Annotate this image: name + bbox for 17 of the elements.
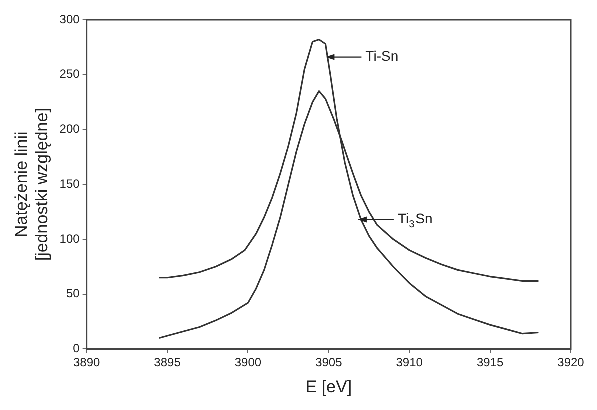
x-tick-label: 3915 (476, 356, 504, 370)
y-axis-title: Natężenie linii [jednostki względne] (12, 108, 52, 262)
y-tick-label: 300 (60, 12, 80, 26)
y-tick-label: 150 (60, 176, 80, 191)
x-tick-label: 3900 (234, 356, 262, 370)
y-tick-label: 200 (60, 122, 80, 136)
y-tick-label: 250 (60, 67, 80, 82)
x-tick-label: 3905 (316, 356, 343, 370)
y-tick-label: 100 (60, 232, 80, 246)
y-tick-label: 0 (73, 342, 80, 356)
x-tick-label: 3910 (396, 356, 424, 370)
x-tick-label: 3895 (154, 356, 182, 370)
x-tick-label: 3920 (558, 356, 585, 370)
annotation: Ti-Sn (366, 48, 399, 64)
y-tick-label: 50 (66, 286, 80, 301)
x-axis-title: E [eV] (306, 377, 352, 396)
x-tick-label: 3890 (73, 356, 100, 370)
